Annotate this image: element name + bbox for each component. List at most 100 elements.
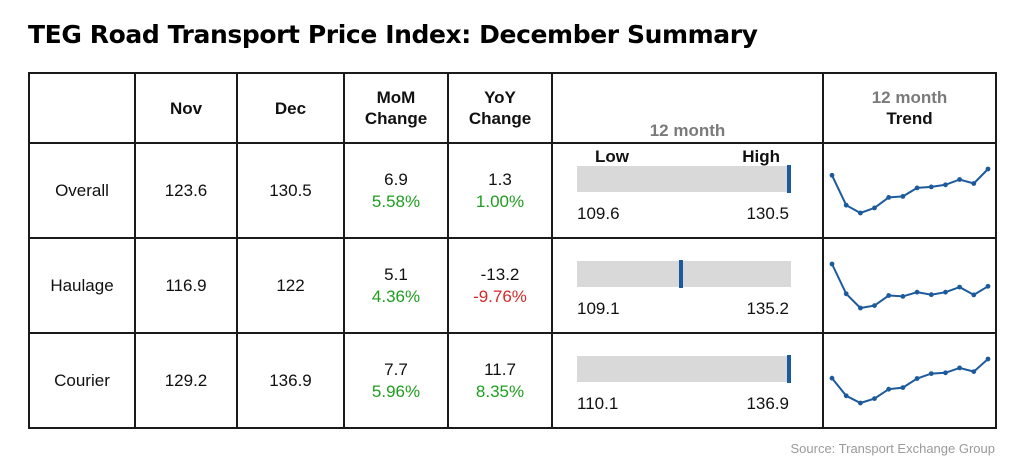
trend-point	[985, 166, 990, 171]
trend-point	[843, 202, 849, 208]
trend-point	[829, 375, 834, 381]
header-trend-bottom: Trend	[886, 109, 933, 128]
trend-point	[829, 261, 834, 266]
header-yoy-line1: YoY	[484, 88, 516, 107]
summary-table: Nov Dec MoM Change YoY Change 12 month L…	[28, 72, 997, 429]
range-cell: 109.1 135.2	[551, 237, 824, 334]
trend-point	[970, 180, 976, 186]
dec-value: 122	[236, 237, 345, 334]
yoy-cell: 11.7 8.35%	[447, 332, 553, 429]
trend-line	[830, 167, 989, 214]
row-label: Haulage	[28, 237, 136, 334]
header-yoy-line2: Change	[468, 109, 532, 128]
header-range: 12 month Low High	[551, 72, 824, 166]
table-row: Haulage 116.9 122 5.1 4.36% -13.2 -9.76% 109.1 1…	[28, 237, 997, 334]
trend-line	[830, 263, 989, 309]
yoy-pct-value: -9.76%	[473, 286, 527, 306]
trend-point	[885, 194, 891, 200]
trend-point	[970, 368, 976, 374]
trend-point	[885, 386, 891, 392]
range-bar	[577, 261, 791, 287]
page-title: TEG Road Transport Price Index: December…	[28, 20, 758, 49]
trend-sparkline	[829, 356, 990, 405]
yoy-pct-value: 1.00%	[475, 191, 525, 211]
trend-point	[914, 185, 919, 190]
trend-cell	[822, 332, 997, 429]
trend-cell	[822, 142, 997, 239]
range-low-value: 109.6	[577, 204, 620, 223]
header-trend: 12 month Trend	[822, 72, 997, 144]
mom-abs-value: 6.9	[384, 169, 408, 189]
mom-cell: 6.9 5.58%	[343, 142, 449, 239]
nov-value: 116.9	[134, 237, 238, 334]
trend-cell	[822, 237, 997, 334]
row-label: Courier	[28, 332, 136, 429]
trend-point	[942, 289, 948, 295]
trend-point	[843, 392, 849, 398]
dec-value: 130.5	[236, 142, 345, 239]
range-bar	[577, 356, 791, 382]
trend-point	[900, 193, 905, 199]
trend-point	[871, 205, 877, 210]
table-row: Overall 123.6 130.5 6.9 5.58% 1.3 1.00% 109.6 13…	[28, 142, 997, 239]
trend-point	[843, 290, 849, 296]
trend-point	[871, 395, 877, 401]
trend-point	[914, 375, 919, 381]
trend-point	[885, 292, 891, 298]
row-label: Overall	[28, 142, 136, 239]
trend-point	[900, 293, 905, 299]
yoy-abs-value: 1.3	[488, 169, 512, 189]
source-note: Source: Transport Exchange Group	[790, 441, 995, 456]
header-nov: Nov	[134, 72, 238, 144]
trend-point	[942, 369, 948, 375]
trend-point	[829, 172, 834, 178]
range-high-value: 130.5	[746, 204, 789, 223]
header-yoy: YoY Change	[447, 72, 553, 144]
mom-cell: 7.7 5.96%	[343, 332, 449, 429]
mom-pct-value: 5.58%	[371, 191, 421, 211]
trend-point	[857, 210, 863, 215]
range-current-marker	[678, 260, 683, 288]
trend-point	[985, 356, 990, 361]
range-cell: 109.6 130.5	[551, 142, 824, 239]
mom-abs-value: 5.1	[384, 264, 408, 284]
dec-value: 136.9	[236, 332, 345, 429]
yoy-pct-value: 8.35%	[475, 381, 525, 401]
range-high-value: 135.2	[746, 299, 789, 318]
mom-cell: 5.1 4.36%	[343, 237, 449, 334]
corner-cell	[28, 72, 136, 144]
trend-point	[956, 365, 962, 370]
trend-point	[956, 176, 962, 182]
yoy-abs-value: -13.2	[480, 264, 520, 284]
nov-value: 123.6	[134, 142, 238, 239]
trend-point	[928, 184, 934, 189]
table-row: Courier 129.2 136.9 7.7 5.96% 11.7 8.35% 110.1 1…	[28, 332, 997, 429]
header-mom: MoM Change	[343, 72, 449, 144]
trend-point	[928, 370, 934, 376]
range-bar	[577, 166, 791, 192]
trend-point	[985, 283, 990, 289]
yoy-cell: -13.2 -9.76%	[447, 237, 553, 334]
range-cell: 110.1 136.9	[551, 332, 824, 429]
range-current-marker	[787, 165, 791, 193]
range-high-value: 136.9	[746, 394, 789, 413]
header-mom-line2: Change	[364, 109, 428, 128]
trend-sparkline	[829, 261, 990, 310]
header-dec: Dec	[236, 72, 345, 144]
mom-abs-value: 7.7	[384, 359, 408, 379]
trend-point	[857, 400, 863, 405]
mom-pct-value: 4.36%	[371, 286, 421, 306]
trend-point	[928, 291, 934, 297]
nov-value: 129.2	[134, 332, 238, 429]
trend-sparkline	[829, 166, 990, 215]
header-row: Nov Dec MoM Change YoY Change 12 month L…	[28, 72, 997, 166]
trend-point	[914, 289, 919, 295]
range-low-value: 109.1	[577, 299, 620, 318]
trend-point	[956, 284, 962, 289]
trend-point	[857, 305, 863, 310]
trend-point	[871, 302, 877, 308]
header-mom-line1: MoM	[376, 88, 416, 107]
header-range-top: 12 month	[649, 121, 726, 140]
yoy-cell: 1.3 1.00%	[447, 142, 553, 239]
mom-pct-value: 5.96%	[371, 381, 421, 401]
